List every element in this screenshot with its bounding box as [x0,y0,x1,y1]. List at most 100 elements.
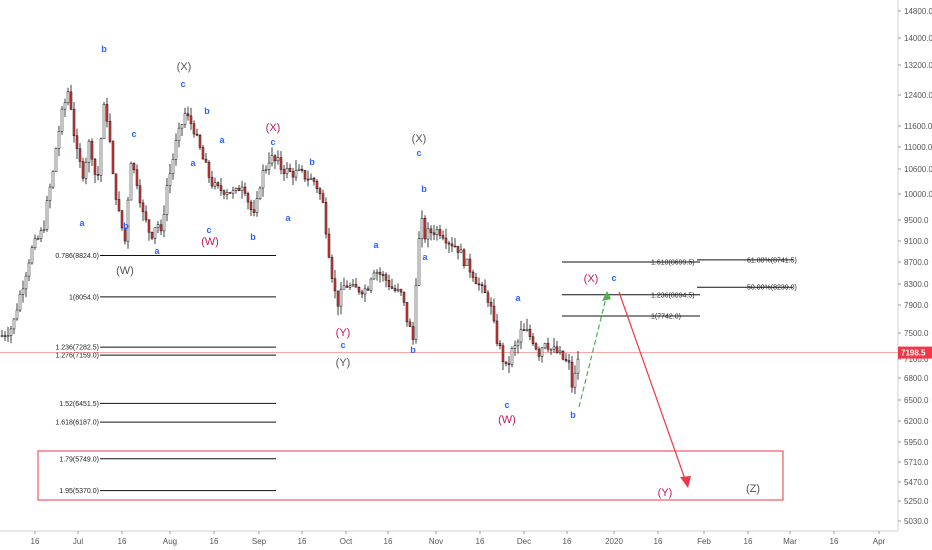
candle-body [72,108,76,137]
candle-body [192,123,196,135]
candle-body [225,192,229,195]
candle-body [27,262,31,277]
candle-body [378,271,382,275]
fib-level-label: 1.276(7159.0) [55,353,99,360]
candle-body [147,219,151,233]
candle-body [201,147,205,160]
candle-body [459,249,463,253]
candle-body [285,167,289,174]
candle-body [114,173,118,200]
time-tick-label: 16 [476,537,485,546]
candle-body [243,186,247,194]
candle-body [390,286,394,289]
projection-up-arrowhead [602,291,611,301]
candle-body [483,285,487,293]
candle-body [417,238,421,286]
candle-body [318,188,322,195]
price-tick-label: 9100.0 [904,237,929,246]
candle-body [516,341,520,347]
candle-body [249,201,253,210]
wave-label: c [131,129,136,139]
candle-body [66,91,70,104]
candle-body [339,288,343,307]
wave-label: (X) [266,122,281,134]
candle-body [411,326,415,340]
candle-body [231,190,235,194]
candle-body [438,229,442,236]
wave-label: c [611,273,616,283]
price-tick-label: 6500.0 [904,396,929,405]
candle-body [84,161,88,179]
price-tick-label: 7500.0 [904,329,929,338]
candle-body [324,202,328,235]
wave-label: b [250,232,256,242]
candle-body [219,185,223,191]
time-tick-label: 16 [210,537,219,546]
candle-body [543,343,547,349]
candle-body [360,291,364,295]
candle-body [327,233,331,258]
candle-body [183,113,187,125]
candle-body [558,350,562,353]
candle-body [492,305,496,322]
candle-body [291,171,295,178]
candle-body [342,285,346,290]
price-tick-label: 8300.0 [904,280,929,289]
current-price-tag [898,346,932,359]
price-tick-label: 10000.0 [904,190,932,199]
candle-body [165,185,169,215]
fib-level-label: 1(8054.0) [69,294,99,301]
candle-body [522,329,526,331]
price-tick-label: 7100.0 [904,355,929,364]
candle-body [510,348,514,365]
candle-body [129,163,133,201]
price-tick-label: 6200.0 [904,417,929,426]
candle-body [297,168,301,171]
time-tick-label: Sep [252,537,267,546]
candle-body [348,285,352,288]
retracement-label: 61.80%(8741.5) [747,257,797,264]
price-tick-label: 9500.0 [904,216,929,225]
candle-body [264,169,268,171]
candle-body [237,188,241,191]
candle-body [372,272,376,280]
candle-body [333,278,337,292]
candle-body [408,321,412,327]
candle-body [426,228,430,240]
candle-body [60,108,64,132]
time-tick-label: 16 [563,537,572,546]
candle-body [546,343,550,350]
wave-label: b [309,157,315,167]
candle-body [18,294,22,311]
candle-body [420,217,424,239]
price-axis[interactable]: 14800.0 14000.0 13200.0 12400.0 11600.0 11000… [897,0,932,531]
time-axis[interactable]: 16 Jul 16 Aug 16 Sep 16 Oct 16 Nov 16 Dec 16 2020 16 Fe… [0,530,898,546]
candle-body [462,249,466,266]
price-tick-label: 6800.0 [904,374,929,383]
time-tick-label: Nov [429,537,443,546]
candle-body [456,245,460,253]
price-tick-label: 11600.0 [904,122,932,131]
wave-label: (X) [584,273,599,285]
candle-body [45,200,49,230]
candle-body [447,242,451,245]
candle-body [279,157,283,170]
candle-body [480,284,484,286]
candle-body [357,287,361,293]
fib-level-label: 1.236(8094.5) [651,292,695,299]
candle-body [531,336,535,344]
candle-body [429,228,433,234]
target-zone-box [37,450,784,501]
candle-body [369,278,373,291]
candle-body [111,141,115,175]
candle-body [3,335,7,337]
candle-body [12,318,16,330]
time-tick-label: 16 [298,537,307,546]
candle-body [555,346,559,353]
projection-down-arrowhead [680,476,691,488]
time-tick-label: 16 [31,537,40,546]
candle-body [39,230,43,239]
candle-body [312,177,316,182]
